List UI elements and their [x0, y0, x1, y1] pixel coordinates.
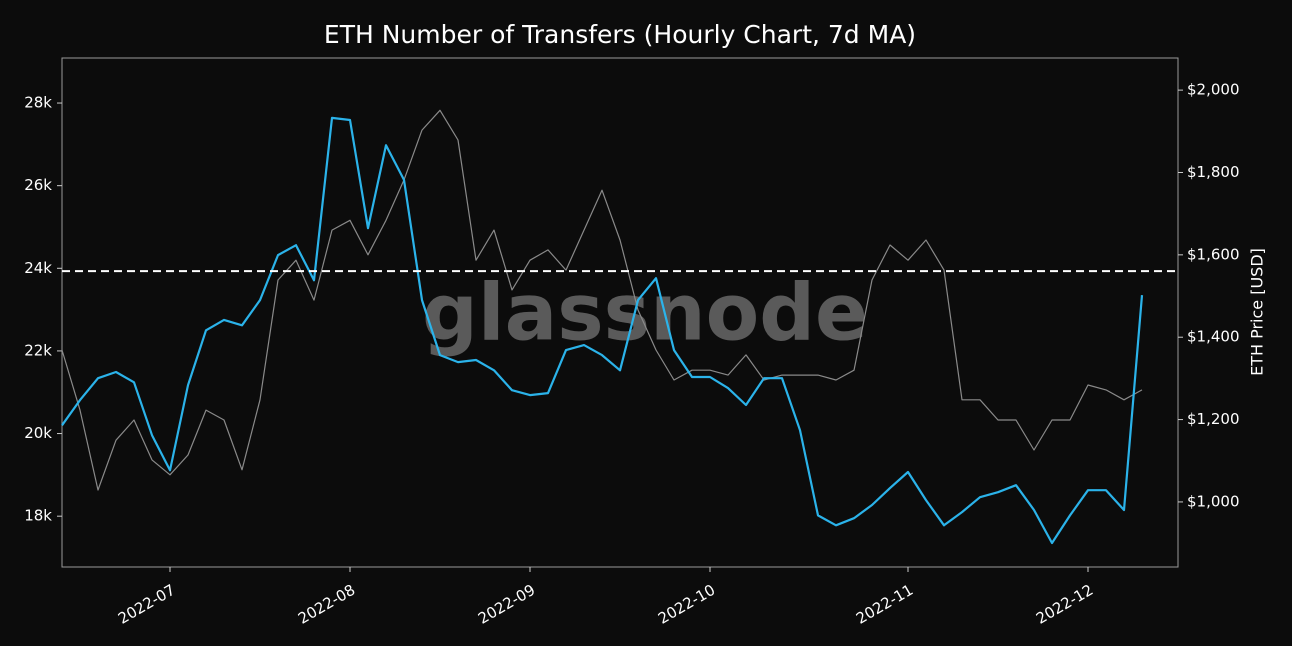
y2-tick-label: $1,000 [1187, 492, 1240, 510]
y-tick-label: 18k [24, 507, 52, 525]
y2-tick-label: $1,800 [1187, 163, 1240, 181]
y2-tick-label: $1,400 [1187, 328, 1240, 346]
y-tick-label: 28k [24, 94, 52, 112]
watermark: glassnode [422, 268, 868, 358]
y-tick-label: 20k [24, 424, 52, 442]
y-tick-label: 24k [24, 259, 52, 277]
y2-tick-label: $1,600 [1187, 245, 1240, 263]
y-tick-label: 26k [24, 176, 52, 194]
y2-axis-label: ETH Price [USD] [1248, 248, 1267, 376]
plot-frame [61, 57, 1179, 568]
series-line [61, 109, 1143, 491]
y2-tick-label: $2,000 [1187, 81, 1240, 99]
y-tick-label: 22k [24, 341, 52, 359]
series-line [61, 116, 1144, 545]
y2-tick-label: $1,200 [1187, 410, 1240, 428]
chart-title: ETH Number of Transfers (Hourly Chart, 7… [324, 20, 916, 49]
